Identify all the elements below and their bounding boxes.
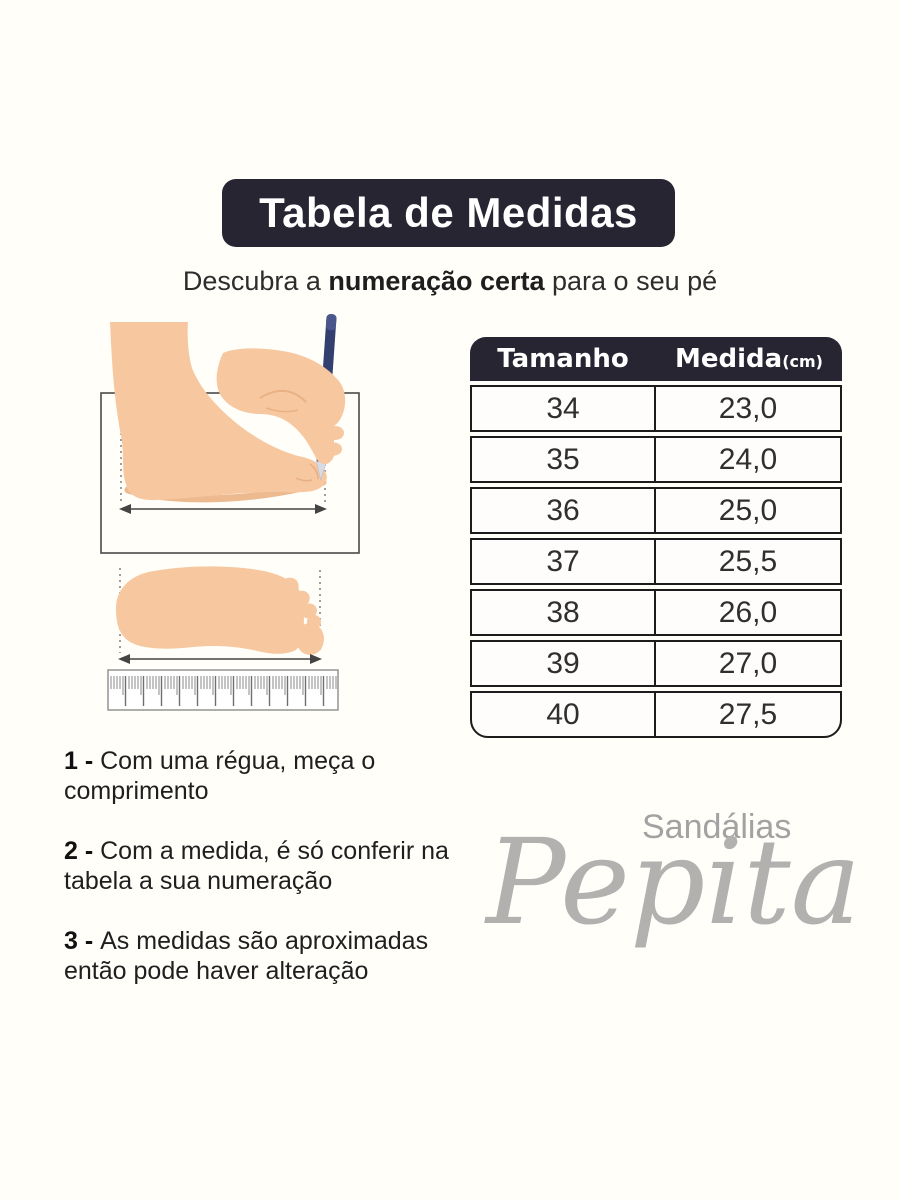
brand-line-sandalias: Sandálias [642,808,792,846]
measure-value: 24,0 [718,442,778,476]
size-value: 39 [472,642,656,685]
page-title: Tabela de Medidas [259,189,638,236]
size-value: 40 [472,693,656,736]
instruction-number: 3 - [64,927,101,955]
measure-value: 25,0 [718,493,778,527]
instruction-item-3: 3 - As medidas são aproximadas então pod… [64,926,454,986]
hand-icon [216,348,346,465]
subtitle: Descubra a numeração certa para o seu pé [0,266,900,297]
size-value: 34 [472,387,656,430]
instruction-text: As medidas são aproximadas então pode ha… [64,927,429,985]
measure-value: 27,5 [718,697,778,731]
subtitle-bold: numeração certa [328,266,545,296]
measure-value: 25,5 [718,544,778,578]
title-banner: Tabela de Medidas [222,179,675,247]
column-header-tamanho: Tamanho [497,344,629,374]
instruction-text: Com uma régua, meça o comprimento [64,747,376,805]
size-value: 37 [472,540,656,583]
table-row: 36 25,0 [470,487,842,534]
ruler-icon [107,669,339,711]
table-row: 34 23,0 [470,385,842,432]
measure-value: 27,0 [718,646,778,680]
table-row: 37 25,5 [470,538,842,585]
brand-logo-pepita: Pepita [486,813,861,951]
size-table: Tamanho Medida(cm) 34 23,0 35 24,0 36 25… [470,337,842,738]
measure-value: 23,0 [718,391,778,425]
instructions-list: 1 - Com uma régua, meça o comprimento 2 … [64,746,454,1016]
foot-sole-icon [116,566,324,655]
table-header-row: Tamanho Medida(cm) [470,337,842,381]
table-row: 35 24,0 [470,436,842,483]
subtitle-prefix: Descubra a [182,266,329,296]
table-row: 38 26,0 [470,589,842,636]
foot-top-ruler-illustration-icon [107,566,339,711]
size-value: 38 [472,591,656,634]
foot-side-measurement-illustration-icon [100,314,360,554]
instruction-item-2: 2 - Com a medida, é só conferir na tabel… [64,836,454,896]
instruction-text: Com a medida, é só conferir na tabela a … [64,837,449,895]
subtitle-suffix: para o seu pé [544,266,718,296]
column-header-medida: Medida(cm) [675,344,823,374]
table-row: 40 27,5 [470,691,842,738]
size-value: 36 [472,489,656,532]
table-row: 39 27,0 [470,640,842,687]
measure-value: 26,0 [718,595,778,629]
instruction-number: 1 - [64,747,101,775]
size-value: 35 [472,438,656,481]
instruction-number: 2 - [64,837,101,865]
instruction-item-1: 1 - Com uma régua, meça o comprimento [64,746,454,806]
unit-label: (cm) [782,352,823,371]
